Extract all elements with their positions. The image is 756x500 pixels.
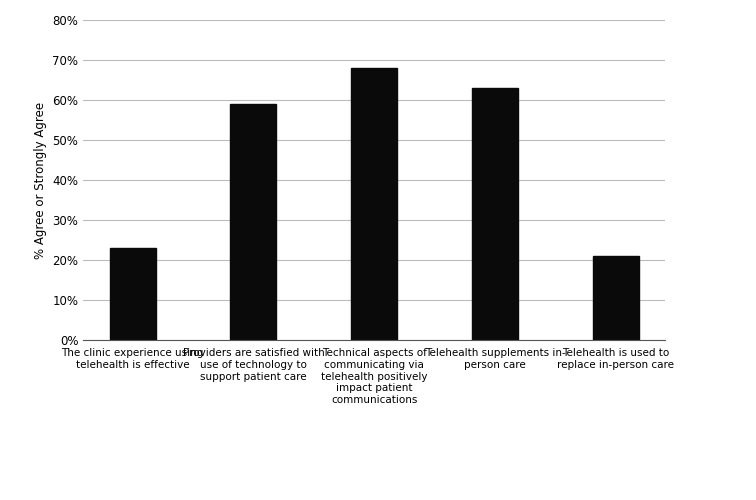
Bar — [593, 256, 639, 340]
Bar — [231, 104, 277, 340]
Bar — [110, 248, 156, 340]
Y-axis label: % Agree or Strongly Agree: % Agree or Strongly Agree — [34, 102, 47, 258]
Bar — [472, 88, 518, 340]
Bar — [352, 68, 397, 340]
